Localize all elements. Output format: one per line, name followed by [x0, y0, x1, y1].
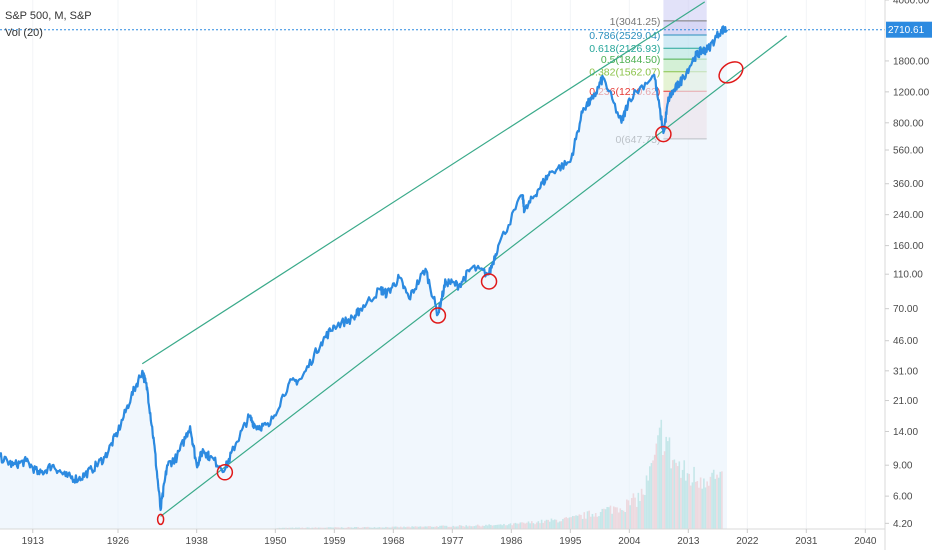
- price-tick-label: 6.00: [893, 492, 913, 503]
- price-tick-label: 1200.00: [893, 87, 930, 98]
- fib-level-label: 1(3041.25): [610, 16, 661, 28]
- price-tick-label: 4.20: [893, 519, 913, 530]
- last-price-badge: [886, 21, 932, 38]
- time-tick-label: 1950: [264, 536, 287, 547]
- price-axis[interactable]: 4000.00 2710.61 1800.00 1200.00 800.00 560.00…: [885, 0, 932, 530]
- channel-upper-line: [141, 1, 706, 365]
- fib-band: [663, 48, 707, 60]
- price-tick-label: 800.00: [893, 118, 924, 129]
- price-tick-label: 560.00: [893, 146, 924, 157]
- channel-lower-line: [160, 35, 788, 517]
- annotation-circle: [718, 61, 744, 84]
- time-tick-label: 1938: [186, 536, 209, 547]
- time-tick-label: 1926: [107, 536, 130, 547]
- symbol-title[interactable]: S&P 500, M, S&P: [5, 10, 92, 22]
- price-tick-label: 160.00: [893, 241, 924, 252]
- price-tick-label: 110.00: [893, 270, 923, 281]
- annotation-circle: [429, 307, 447, 324]
- legend: S&P 500, M, S&P Vol (20): [5, 10, 92, 39]
- trend-channel: [141, 1, 788, 517]
- price-tick-label: 9.00: [893, 461, 913, 472]
- time-tick-label: 1959: [323, 536, 346, 547]
- price-tick-label: 46.00: [893, 336, 918, 347]
- time-tick-label: 1995: [559, 536, 582, 547]
- price-tick-label: 4000.00: [893, 0, 930, 7]
- time-tick-label: 1913: [22, 536, 45, 547]
- annotation-circles: [156, 61, 744, 526]
- fib-band: [663, 34, 707, 49]
- last-price-label: 2710.61: [888, 25, 925, 36]
- annotation-circle: [156, 513, 165, 526]
- price-tick-label: 360.00: [893, 179, 924, 190]
- price-tick-label: 21.00: [893, 396, 918, 407]
- fib-level-label: 0.786(2529.04): [589, 30, 660, 42]
- price-series-line: [0, 25, 729, 512]
- time-tick-label: 2031: [795, 536, 818, 547]
- time-tick-label: 1977: [441, 536, 464, 547]
- fib-level-label: 0.618(2126.93): [589, 43, 660, 55]
- price-tick-label: 240.00: [893, 210, 924, 221]
- annotation-circle: [216, 464, 234, 481]
- time-tick-label: 1986: [500, 536, 523, 547]
- price-tick-label: 31.00: [893, 366, 918, 377]
- fib-band-top: [663, 0, 707, 21]
- time-tick-label: 2040: [854, 536, 877, 547]
- time-tick-label: 2013: [677, 536, 700, 547]
- fib-level-label: 0.382(1562.07): [589, 67, 660, 79]
- price-tick-label: 1800.00: [893, 56, 930, 67]
- time-tick-label: 2004: [618, 536, 641, 547]
- time-axis[interactable]: 1913 1926 1938 1950 1959 1968 1977 1986 1995 2004…: [22, 529, 877, 547]
- annotation-circle: [655, 125, 672, 143]
- volume-indicator-label[interactable]: Vol (20): [5, 27, 43, 39]
- fib-level-label: 0.5(1844.50): [601, 54, 661, 66]
- price-tick-label: 70.00: [893, 304, 918, 315]
- price-tick-label: 14.00: [893, 427, 918, 438]
- time-tick-label: 2022: [736, 536, 759, 547]
- fib-band: [663, 20, 707, 35]
- annotation-circle: [480, 273, 498, 290]
- time-tick-label: 1968: [382, 536, 405, 547]
- price-area-fill: [0, 26, 727, 530]
